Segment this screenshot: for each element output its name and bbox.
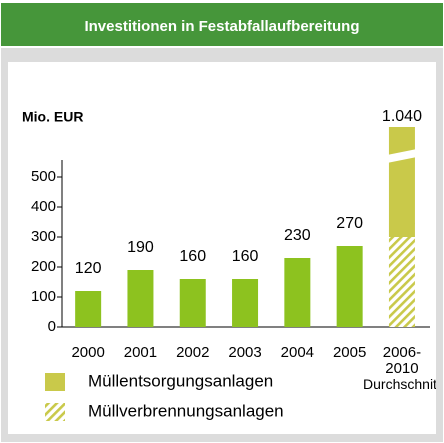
x-tick-label: 2002 — [176, 344, 209, 361]
legend-label: Müllentsorgungsanlagen — [88, 371, 273, 390]
x-tick-label: 2003 — [228, 344, 261, 361]
value-label: 160 — [179, 248, 206, 265]
value-label: 120 — [75, 260, 102, 277]
bar — [388, 237, 415, 327]
y-tick-label: 100 — [31, 288, 56, 305]
legend-swatch — [45, 373, 65, 391]
bar — [284, 258, 311, 327]
bar — [388, 127, 415, 237]
value-label: 270 — [336, 215, 363, 232]
bar — [75, 291, 102, 327]
value-label: 230 — [284, 227, 311, 244]
y-tick-label: 400 — [31, 198, 56, 215]
bar — [179, 279, 206, 327]
x-tick-label: 2001 — [124, 344, 157, 361]
legend-swatch — [45, 403, 65, 421]
x-tick-label: 2004 — [281, 344, 314, 361]
y-axis-label: Mio. EUR — [22, 109, 83, 125]
y-tick-label: 300 — [31, 228, 56, 245]
axis-break — [386, 149, 417, 163]
value-label: 190 — [127, 239, 154, 256]
y-tick-label: 500 — [31, 168, 56, 185]
chart-title: Investitionen in Festabfallaufbereitung — [84, 18, 359, 35]
y-tick-label: 200 — [31, 258, 56, 275]
x-tick-label: 2005 — [333, 344, 366, 361]
bar — [127, 270, 154, 327]
bar — [232, 279, 259, 327]
legend-label: Müllverbrennungsanlagen — [88, 401, 284, 420]
value-label: 160 — [232, 248, 259, 265]
total-label: 1.040 — [382, 108, 422, 125]
title-bar — [1, 3, 443, 46]
panel — [8, 62, 436, 434]
x-tick-label: 2006-2010 Durchschnitt — [363, 344, 441, 392]
y-tick-label: 0 — [48, 318, 56, 335]
bar — [336, 246, 363, 327]
x-tick-label: 2000 — [71, 344, 104, 361]
